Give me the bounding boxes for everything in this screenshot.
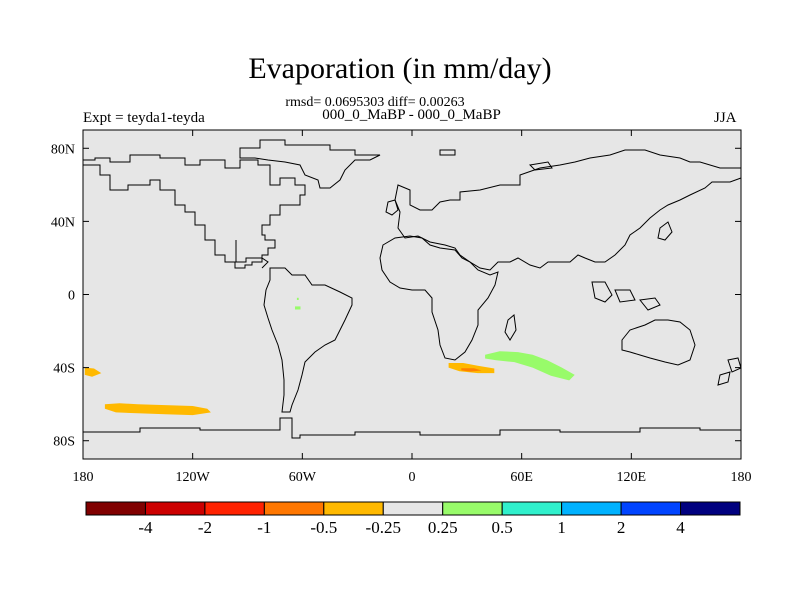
- coastline-britain: [385, 199, 399, 216]
- colorbar-label: 1: [557, 518, 566, 537]
- colorbar-label: -1: [257, 518, 271, 537]
- colorbar-swatch: [680, 501, 741, 516]
- anomaly-south-america-dot-1: [295, 306, 301, 310]
- colorbar-label: 4: [676, 518, 685, 537]
- coastline-eurasia: [394, 149, 742, 271]
- coastline-australia: [621, 319, 696, 366]
- x-tick-label: 120E: [617, 470, 647, 485]
- colorbar-label: 0.5: [492, 518, 513, 537]
- coastline-svalbard: [439, 149, 456, 156]
- colorbar-swatch: [561, 501, 622, 516]
- colorbar-label: -0.5: [310, 518, 337, 537]
- coastline-indonesia: [591, 281, 661, 311]
- season-label: JJA: [714, 110, 737, 126]
- y-tick-label: 40N: [51, 215, 75, 230]
- y-tick-label: 0: [68, 289, 75, 304]
- coastline-north-america: [83, 154, 306, 269]
- colorbar-label: 2: [617, 518, 626, 537]
- colorbar-swatch: [501, 501, 563, 516]
- anomaly-pacific-east-small: [84, 367, 102, 377]
- colorbar-label: -2: [198, 518, 212, 537]
- colorbar-swatch: [323, 501, 384, 516]
- colorbar-swatch: [620, 501, 682, 516]
- x-tick-label: 60E: [510, 470, 533, 485]
- coastline-japan: [657, 221, 673, 241]
- y-tick-label: 80S: [53, 435, 75, 450]
- colorbar-swatch: [144, 501, 206, 516]
- colorbar-label: 0.25: [428, 518, 458, 537]
- x-tick-label: 120W: [176, 470, 211, 485]
- colorbar-label: -0.25: [366, 518, 401, 537]
- coastline-gulf: [235, 240, 269, 269]
- anomaly-south-america-dot-2: [296, 297, 299, 300]
- coastline-siberian-islands: [528, 161, 553, 171]
- coastline-south-america: [263, 267, 353, 413]
- x-tick-label: 180: [731, 470, 752, 485]
- colorbar-swatch: [204, 501, 265, 516]
- x-tick-label: 0: [409, 470, 416, 485]
- x-tick-label: 60W: [289, 470, 317, 485]
- colorbar-swatch: [382, 501, 444, 516]
- x-tick-label: 180: [73, 470, 94, 485]
- anomaly-south-africa-core: [461, 368, 482, 372]
- coastline-madagascar: [504, 314, 517, 341]
- colorbar-swatch: [85, 501, 146, 516]
- colorbar-label: -4: [138, 518, 153, 537]
- colorbar: -4 -2 -1 -0.5 -0.25 0.25 0.5 1 2 4: [85, 501, 741, 537]
- colorbar-swatch: [263, 501, 325, 516]
- axis-ticks: 180 120W 60W 0 60E 120E 180 80N 40N 0 40S 80S: [51, 130, 752, 485]
- plot-title: Evaporation (in mm/day): [248, 52, 552, 85]
- stats-text: rmsd= 0.0695303 diff= 0.00263: [285, 95, 465, 110]
- experiment-subtitle: 000_0_MaBP - 000_0_MaBP: [322, 107, 501, 123]
- anomaly-indian-ocean-band: [485, 351, 575, 381]
- coastline-greenland: [239, 139, 381, 189]
- experiment-label: Expt = teyda1-teyda: [83, 110, 205, 126]
- coastline-africa: [379, 235, 499, 361]
- anomaly-south-africa-patch: [448, 363, 495, 374]
- y-tick-label: 80N: [51, 142, 75, 157]
- coastline-antarctica: [83, 417, 741, 439]
- map-background: [83, 130, 741, 459]
- anomaly-south-pacific-band: [104, 403, 211, 416]
- anomaly-layer: [84, 297, 575, 416]
- y-tick-label: 40S: [53, 362, 75, 377]
- colorbar-swatch: [442, 501, 503, 516]
- coastlines: [83, 139, 742, 439]
